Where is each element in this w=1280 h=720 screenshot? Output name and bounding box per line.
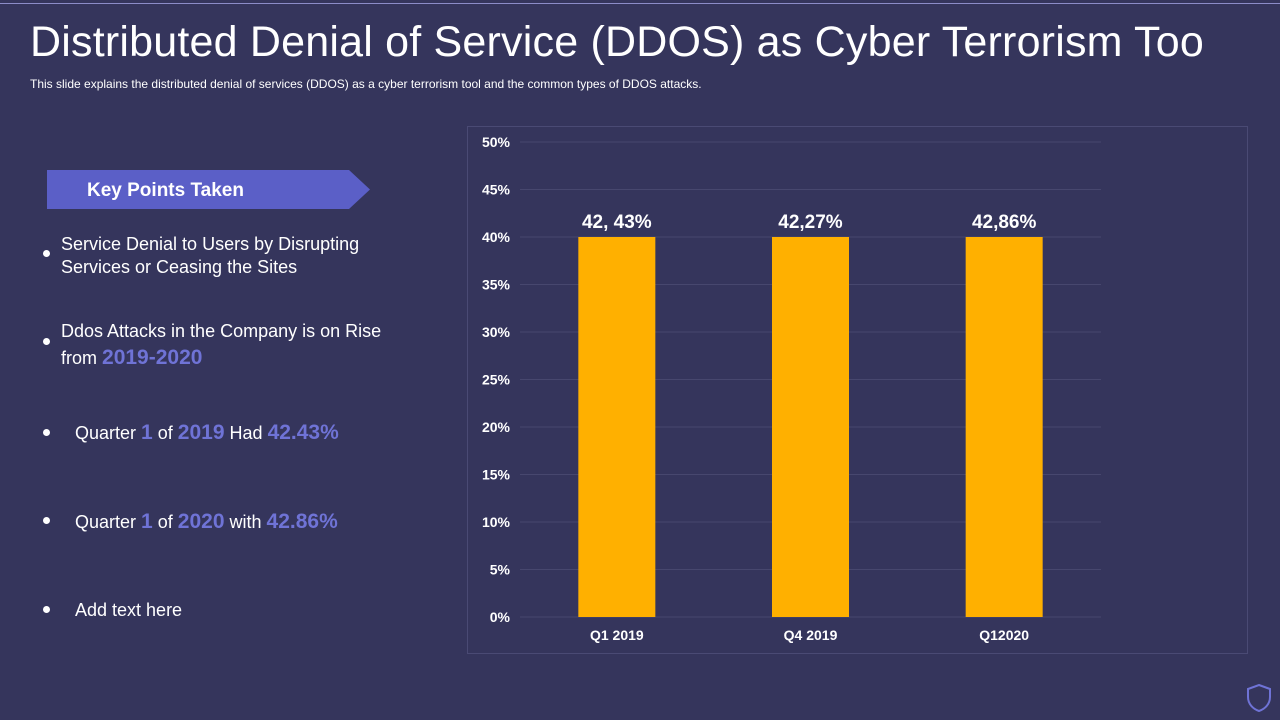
bullet-4-percent: 42.86% [266,510,338,533]
bullet-1-line-2: Services or Ceasing the Sites [61,257,298,277]
chart-area: 0% 5% 10% 15% 20% 25% 30% 35% 40% 45% 50% 42, 43% Q1… [467,126,1248,654]
bullet-3-text-3: Had [229,423,263,443]
shield-icon [1247,684,1271,712]
y-tick-label: 5% [490,562,511,578]
bullet-2-from: from [61,348,97,368]
data-label: 42,27% [778,212,843,233]
bullet-3-text-2: of [157,423,173,443]
y-tick-label: 25% [482,372,511,388]
y-tick-label: 35% [482,277,511,293]
bullet-1-line-1: Service Denial to Users by Disrupting [61,234,360,254]
bar [578,237,656,617]
bullet-3-quarter: 1 [141,421,153,444]
bullet-3-year: 2019 [177,421,225,444]
slide-subtitle: This slide explains the distributed deni… [30,77,702,91]
y-tick-label: 40% [482,229,511,245]
key-points-banner: Key Points Taken [47,170,370,209]
bullet-dot [43,606,50,613]
bar-chart: 0% 5% 10% 15% 20% 25% 30% 35% 40% 45% 50% 42, 43% Q1… [482,134,1101,643]
bullet-2-line-2: from 2019-2020 [61,346,381,370]
bullet-1: Service Denial to Users by Disrupting Se… [61,233,359,279]
bullet-dot [43,429,50,436]
bar [965,237,1043,617]
bar [772,237,849,617]
data-label: 42, 43% [582,212,652,233]
bullet-2-line-1: Ddos Attacks in the Company is on Rise [61,321,382,341]
y-tick-label: 45% [482,182,511,198]
bullet-4: Quarter 1 of 2020 with 42.86% [75,510,338,534]
y-tick-label: 30% [482,324,511,340]
bullet-dot [43,338,50,345]
bullet-dot [43,250,50,257]
bullet-3: Quarter 1 of 2019 Had 42.43% [75,421,339,445]
y-tick-label: 10% [482,514,511,530]
y-tick-label: 20% [482,419,511,435]
slide-title: Distributed Denial of Service (DDOS) as … [30,18,1204,66]
bullet-2-years: 2019-2020 [102,346,203,369]
bullet-3-percent: 42.43% [267,421,339,444]
bullet-4-quarter: 1 [141,510,153,533]
bullet-4-text-2: of [157,512,173,532]
x-tick-label: Q1 2019 [590,627,644,643]
bullet-dot [43,517,50,524]
y-tick-label: 0% [490,609,511,625]
bullet-3-text-1: Quarter [75,423,137,443]
data-label: 42,86% [972,212,1037,233]
y-tick-label: 50% [482,134,511,150]
bullet-4-text-1: Quarter [75,512,137,532]
y-tick-label: 15% [482,467,511,483]
x-tick-label: Q4 2019 [784,627,838,643]
bullet-4-year: 2020 [177,510,225,533]
bullet-2: Ddos Attacks in the Company is on Rise f… [61,320,381,370]
top-divider [0,3,1280,4]
x-tick-label: Q12020 [979,627,1029,643]
key-points-heading: Key Points Taken [87,180,244,201]
bullet-5: Add text here [75,600,183,620]
bullet-4-text-3: with [229,512,262,532]
